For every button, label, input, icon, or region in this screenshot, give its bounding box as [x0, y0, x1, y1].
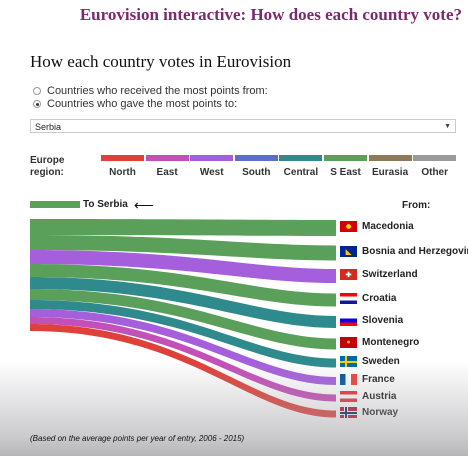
region-color-bar: [190, 155, 234, 161]
country-row-slovenia[interactable]: Slovenia: [340, 315, 403, 326]
flow-band-slovenia[interactable]: [30, 277, 336, 328]
to-country-label: To Serbia: [83, 199, 128, 210]
region-name: Eurasia: [372, 167, 409, 178]
region-name: S East: [330, 167, 361, 178]
region-central: Central: [279, 155, 323, 178]
region-name: Central: [283, 167, 319, 178]
region-label-line2: region:: [30, 167, 64, 178]
switzerland-flag-icon: ✚: [340, 269, 357, 280]
flow-band-montenegro[interactable]: [30, 289, 336, 350]
norway-flag-icon: [340, 407, 357, 418]
chevron-down-icon[interactable]: ▼: [444, 123, 451, 130]
bosnia-flag-icon: ◣: [340, 246, 357, 257]
region-name: South: [242, 167, 271, 178]
country-row-austria[interactable]: Austria: [340, 391, 396, 402]
slovenia-flag-icon: [340, 315, 357, 326]
radio-button-selected[interactable]: [33, 100, 41, 108]
country-row-croatia[interactable]: Croatia: [340, 293, 396, 304]
region-color-bar: [101, 155, 144, 161]
country-select-value: Serbia: [35, 122, 62, 132]
country-row-montenegro[interactable]: ● Montenegro: [340, 337, 419, 348]
region-color-bar: [368, 155, 412, 161]
country-name: Macedonia: [362, 221, 414, 232]
country-name: Croatia: [362, 293, 397, 304]
region-label-line1: Europe: [30, 155, 65, 166]
chart-title: How each country votes in Eurovision: [30, 52, 292, 71]
flow-band-bosnia-and-herzegovina[interactable]: [30, 235, 336, 261]
to-country-legend: To Serbia ⟵: [30, 196, 154, 213]
croatia-flag-icon: [340, 293, 357, 304]
region-south: South: [234, 155, 278, 178]
region-other: Other: [413, 155, 457, 178]
flow-band-sweden[interactable]: [30, 300, 336, 368]
austria-flag-icon: [340, 391, 357, 402]
macedonia-flag-icon: ✹: [340, 221, 357, 232]
region-name: East: [156, 167, 178, 178]
arrow-left-icon: ⟵: [133, 196, 154, 213]
region-east: East: [145, 155, 189, 178]
country-name: Bosnia and Herzegovina: [362, 246, 468, 257]
page-title: Eurovision interactive: How does each co…: [79, 5, 462, 24]
country-name: France: [362, 374, 395, 385]
region-north: North: [101, 155, 144, 178]
country-row-france[interactable]: France: [340, 374, 395, 385]
country-name: Sweden: [362, 356, 400, 367]
footnote: (Based on the average points per year of…: [30, 434, 245, 443]
country-row-macedonia[interactable]: ✹ Macedonia: [340, 221, 414, 232]
to-country-swatch: [30, 201, 80, 208]
country-select[interactable]: Serbia ▼: [30, 119, 456, 133]
flow-band-switzerland[interactable]: [30, 250, 336, 283]
country-row-sweden[interactable]: Sweden: [340, 356, 400, 367]
option-label: Countries who gave the most points to:: [47, 98, 238, 110]
region-name: Other: [421, 167, 449, 178]
region-legend-label: Europe region:: [30, 155, 64, 179]
country-name: Switzerland: [362, 269, 418, 280]
region-name: North: [109, 167, 136, 178]
country-name: Austria: [362, 391, 397, 402]
country-name: Norway: [362, 407, 399, 418]
country-row-norway[interactable]: Norway: [340, 407, 398, 418]
region-s-east: S East: [324, 155, 367, 178]
region-color-bar: [145, 155, 189, 161]
montenegro-flag-icon: ●: [340, 337, 357, 348]
flow-band-croatia[interactable]: [30, 264, 336, 307]
from-label: From:: [402, 200, 431, 211]
region-eurasia: Eurasia: [368, 155, 412, 178]
france-flag-icon: [340, 374, 357, 385]
option-gave-to[interactable]: Countries who gave the most points to:: [33, 98, 237, 110]
country-name: Montenegro: [362, 337, 420, 348]
country-name: Slovenia: [362, 315, 404, 326]
flow-band-macedonia[interactable]: [30, 219, 336, 236]
region-color-bar: [279, 155, 323, 161]
region-color-bar: [234, 155, 278, 161]
radio-button[interactable]: [33, 87, 41, 95]
sweden-flag-icon: [340, 356, 357, 367]
region-color-bar: [413, 155, 457, 161]
option-label: Countries who received the most points f…: [47, 85, 268, 97]
country-row-bosnia-and-herzegovina[interactable]: ◣ Bosnia and Herzegovina: [340, 246, 468, 257]
region-west: West: [190, 155, 234, 178]
region-name: West: [199, 167, 224, 178]
region-color-bar: [324, 155, 367, 161]
option-received-from[interactable]: Countries who received the most points f…: [33, 85, 268, 97]
country-row-switzerland[interactable]: ✚ Switzerland: [340, 269, 418, 280]
